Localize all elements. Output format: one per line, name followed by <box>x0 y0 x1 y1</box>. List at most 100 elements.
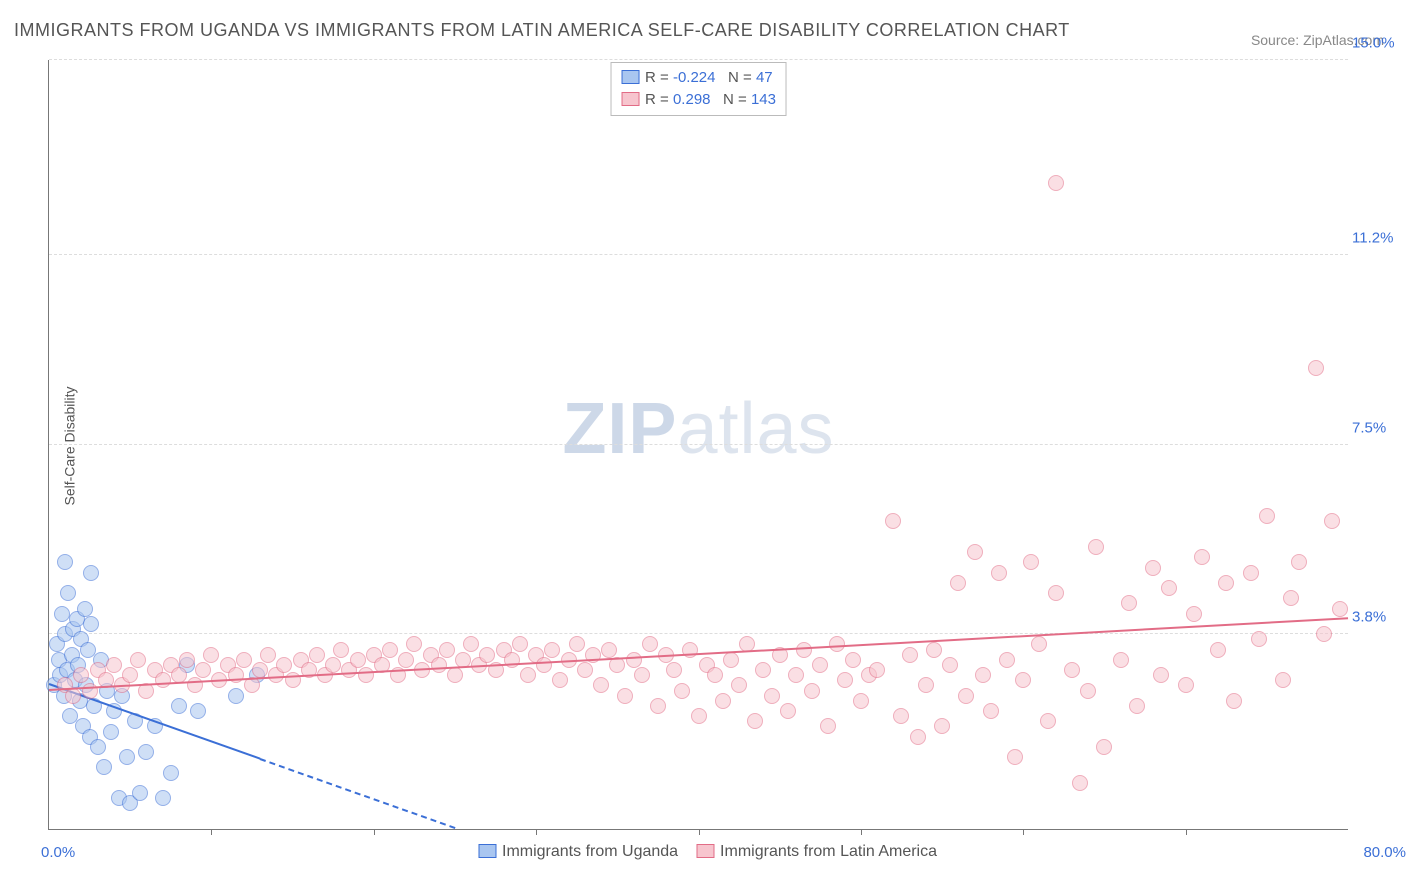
data-point <box>893 708 909 724</box>
data-point <box>190 703 206 719</box>
data-point <box>1096 739 1112 755</box>
data-point <box>788 667 804 683</box>
data-point <box>236 652 252 668</box>
data-point <box>804 683 820 699</box>
gridline <box>49 59 1348 60</box>
data-point <box>642 636 658 652</box>
data-point <box>398 652 414 668</box>
legend-label: Immigrants from Uganda <box>502 843 678 860</box>
data-point <box>479 647 495 663</box>
data-point <box>845 652 861 668</box>
data-point <box>1283 590 1299 606</box>
data-point <box>853 693 869 709</box>
data-point <box>552 672 568 688</box>
data-point <box>325 657 341 673</box>
data-point <box>122 667 138 683</box>
data-point <box>106 657 122 673</box>
data-point <box>601 642 617 658</box>
data-point <box>1088 539 1104 555</box>
data-point <box>999 652 1015 668</box>
data-point <box>1178 677 1194 693</box>
data-point <box>764 688 780 704</box>
data-point <box>544 642 560 658</box>
plot-area: ZIPatlas R = -0.224 N = 47R = 0.298 N = … <box>48 60 1348 830</box>
data-point <box>82 683 98 699</box>
x-tick <box>211 829 212 835</box>
data-point <box>195 662 211 678</box>
data-point <box>812 657 828 673</box>
data-point <box>1251 631 1267 647</box>
data-point <box>1080 683 1096 699</box>
data-point <box>593 677 609 693</box>
data-point <box>60 585 76 601</box>
y-tick-label: 7.5% <box>1352 419 1400 436</box>
data-point <box>780 703 796 719</box>
data-point <box>77 601 93 617</box>
y-tick-label: 3.8% <box>1352 609 1400 626</box>
data-point <box>309 647 325 663</box>
data-point <box>431 657 447 673</box>
data-point <box>1210 642 1226 658</box>
data-point <box>1243 565 1259 581</box>
data-point <box>910 729 926 745</box>
data-point <box>1226 693 1242 709</box>
data-point <box>536 657 552 673</box>
data-point <box>755 662 771 678</box>
x-tick <box>861 829 862 835</box>
data-point <box>1218 575 1234 591</box>
data-point <box>820 718 836 734</box>
data-point <box>1048 175 1064 191</box>
data-point <box>179 652 195 668</box>
data-point <box>715 693 731 709</box>
data-point <box>350 652 366 668</box>
data-point <box>975 667 991 683</box>
data-point <box>447 667 463 683</box>
legend-swatch <box>621 92 639 106</box>
data-point <box>276 657 292 673</box>
data-point <box>1259 508 1275 524</box>
data-point <box>1332 601 1348 617</box>
data-point <box>73 667 89 683</box>
data-point <box>1048 585 1064 601</box>
data-point <box>1007 749 1023 765</box>
stats-row: R = -0.224 N = 47 <box>621 67 776 89</box>
data-point <box>132 785 148 801</box>
watermark: ZIPatlas <box>562 388 834 470</box>
trend-line <box>260 758 456 829</box>
y-tick-label: 11.2% <box>1352 229 1400 246</box>
data-point <box>171 698 187 714</box>
data-point <box>96 759 112 775</box>
data-point <box>1275 672 1291 688</box>
data-point <box>950 575 966 591</box>
gridline <box>49 444 1348 445</box>
data-point <box>252 662 268 678</box>
data-point <box>918 677 934 693</box>
data-point <box>1064 662 1080 678</box>
data-point <box>837 672 853 688</box>
data-point <box>1031 636 1047 652</box>
data-point <box>1291 554 1307 570</box>
x-tick <box>1023 829 1024 835</box>
x-axis-max-label: 80.0% <box>1363 844 1406 861</box>
data-point <box>1015 672 1031 688</box>
x-tick <box>699 829 700 835</box>
data-point <box>228 688 244 704</box>
data-point <box>1316 626 1332 642</box>
stats-row: R = 0.298 N = 143 <box>621 89 776 111</box>
data-point <box>57 554 73 570</box>
data-point <box>463 636 479 652</box>
data-point <box>650 698 666 714</box>
data-point <box>1308 360 1324 376</box>
data-point <box>967 544 983 560</box>
y-tick-label: 15.0% <box>1352 35 1400 52</box>
data-point <box>617 688 633 704</box>
data-point <box>1194 549 1210 565</box>
data-point <box>1121 595 1137 611</box>
stats-n-value: 47 <box>756 69 773 86</box>
data-point <box>691 708 707 724</box>
series-legend: Immigrants from UgandaImmigrants from La… <box>460 843 937 861</box>
data-point <box>1023 554 1039 570</box>
data-point <box>512 636 528 652</box>
data-point <box>1186 606 1202 622</box>
data-point <box>155 790 171 806</box>
